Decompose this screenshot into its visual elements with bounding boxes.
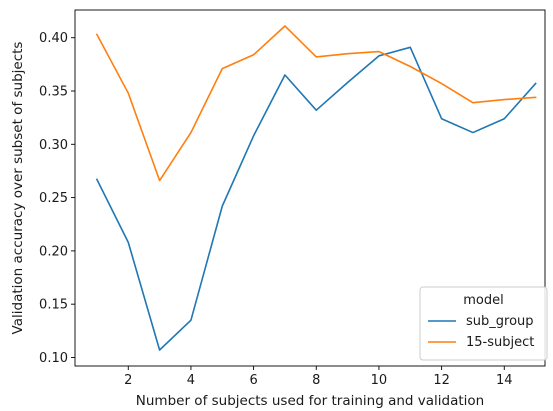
- y-tick-label: 0.20: [39, 244, 68, 259]
- y-tick-label: 0.15: [39, 298, 68, 313]
- x-tick-label: 10: [371, 373, 388, 388]
- y-axis-ticks: 0.10 0.15 0.20 0.25 0.30 0.35 0.40: [39, 31, 75, 366]
- y-tick-label: 0.35: [39, 85, 68, 100]
- x-tick-label: 6: [249, 373, 257, 388]
- x-tick-label: 8: [312, 373, 320, 388]
- y-axis-label: Validation accuracy over subset of subje…: [10, 42, 26, 335]
- legend-entries: sub_group 15-subject: [428, 314, 534, 350]
- legend-label: sub_group: [466, 314, 534, 329]
- x-tick-label: 14: [496, 373, 513, 388]
- x-axis-ticks: 2 4 6 8 10 12 14: [124, 366, 513, 388]
- series-line-1: [95, 46, 537, 351]
- x-tick-label: 4: [187, 373, 195, 388]
- y-tick-label: 0.25: [39, 191, 68, 206]
- y-tick-label: 0.10: [39, 351, 68, 366]
- plot-frame: [74, 9, 546, 367]
- legend: model sub_group 15-subject: [419, 286, 548, 361]
- legend-label: 15-subject: [466, 335, 534, 350]
- series-line-2: [95, 25, 537, 182]
- x-tick-label: 2: [124, 373, 132, 388]
- y-tick-label: 0.30: [39, 138, 68, 153]
- x-tick-label: 12: [433, 373, 450, 388]
- plot-lines: [95, 25, 537, 351]
- y-tick-label: 0.40: [39, 31, 68, 46]
- legend-title: model: [463, 293, 503, 308]
- x-axis-label: Number of subjects used for training and…: [136, 393, 484, 409]
